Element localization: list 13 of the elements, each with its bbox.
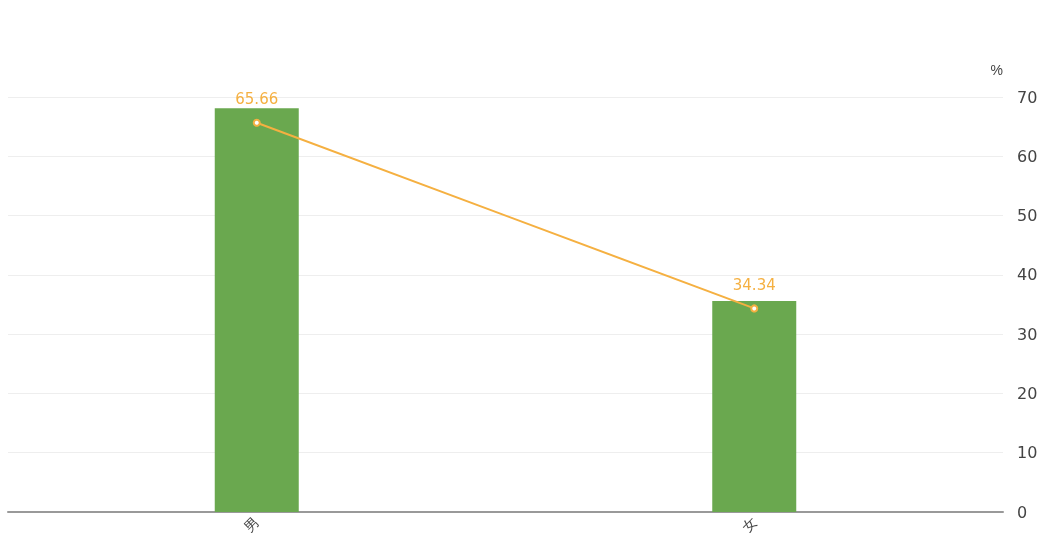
y-tick-label: 20: [1017, 383, 1038, 403]
y-tick-label: 50: [1017, 206, 1038, 226]
x-tick-label: 男: [241, 514, 263, 536]
data-label: 65.66: [235, 90, 279, 109]
y-tick-label: 60: [1017, 146, 1038, 166]
y-tick-label: 40: [1017, 265, 1038, 285]
y-axis-title: %: [990, 62, 1003, 78]
data-label: 34.34: [732, 275, 776, 294]
y-tick-label: 10: [1017, 443, 1038, 463]
y-tick-label: 30: [1017, 324, 1038, 344]
x-tick-label: 女: [738, 514, 760, 536]
y-tick-label: 70: [1017, 87, 1038, 107]
y-tick-label: 0: [1017, 502, 1028, 522]
